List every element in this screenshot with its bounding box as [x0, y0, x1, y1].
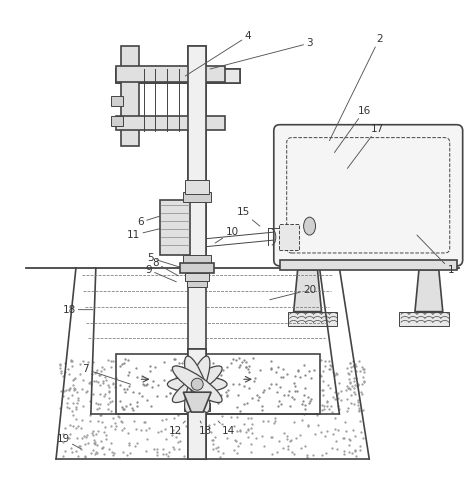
Polygon shape	[294, 270, 321, 312]
Polygon shape	[183, 392, 211, 412]
Ellipse shape	[304, 217, 316, 235]
Bar	[121, 46, 138, 146]
Bar	[279, 224, 299, 250]
Ellipse shape	[173, 366, 222, 403]
Text: 18: 18	[63, 305, 93, 315]
Bar	[116, 66, 225, 82]
Text: 16: 16	[335, 106, 371, 153]
Bar	[288, 312, 337, 326]
Bar	[116, 116, 225, 130]
Text: 14: 14	[218, 421, 235, 436]
Bar	[111, 96, 123, 106]
Ellipse shape	[167, 376, 227, 392]
Text: 13: 13	[199, 421, 212, 436]
Bar	[116, 354, 319, 414]
Ellipse shape	[184, 356, 210, 413]
Bar	[161, 200, 190, 255]
Bar	[280, 260, 457, 270]
Text: 17: 17	[347, 124, 384, 168]
Text: 8: 8	[152, 258, 178, 276]
Bar	[185, 273, 209, 281]
Text: 3: 3	[210, 38, 313, 69]
Text: 11: 11	[127, 228, 163, 240]
Bar	[180, 263, 214, 273]
Text: 6: 6	[137, 212, 173, 227]
Text: 10: 10	[215, 227, 238, 243]
Bar	[183, 255, 211, 263]
Ellipse shape	[191, 378, 203, 390]
Bar	[188, 349, 206, 459]
Text: 5: 5	[147, 253, 182, 268]
Bar	[183, 192, 211, 202]
Text: 12: 12	[169, 421, 185, 436]
Text: 4: 4	[185, 31, 251, 76]
Bar	[187, 281, 207, 287]
Bar	[188, 349, 206, 459]
Ellipse shape	[184, 356, 210, 413]
Ellipse shape	[173, 366, 222, 403]
Text: 1: 1	[417, 235, 454, 275]
Text: 9: 9	[145, 265, 176, 282]
Bar	[188, 46, 206, 459]
Text: 20: 20	[270, 285, 316, 300]
Text: 7: 7	[82, 364, 131, 384]
Bar	[116, 69, 240, 83]
FancyBboxPatch shape	[274, 125, 463, 266]
Text: 15: 15	[237, 207, 260, 226]
Bar	[188, 46, 206, 265]
Text: 19: 19	[56, 434, 81, 449]
Bar	[399, 312, 449, 326]
Bar	[185, 180, 209, 194]
Bar	[111, 116, 123, 126]
Bar	[116, 69, 240, 83]
Text: 2: 2	[329, 34, 383, 141]
Bar	[184, 403, 210, 411]
Polygon shape	[415, 270, 443, 312]
